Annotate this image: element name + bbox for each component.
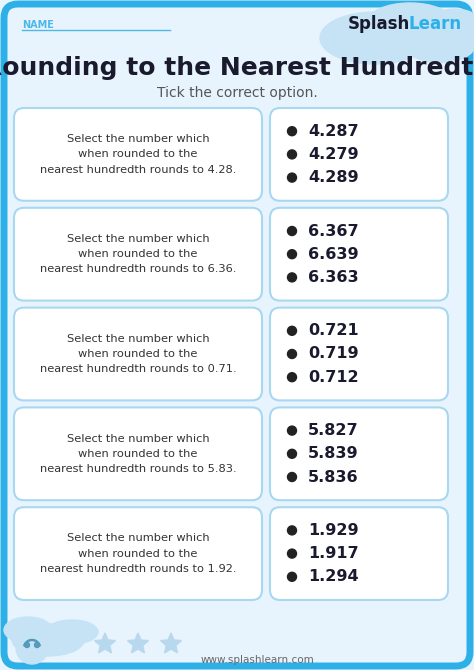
Text: 0.721: 0.721 <box>308 324 359 338</box>
Circle shape <box>288 373 297 382</box>
Ellipse shape <box>320 12 430 64</box>
Ellipse shape <box>46 620 98 644</box>
Text: 6.367: 6.367 <box>308 224 359 239</box>
Text: 0.719: 0.719 <box>308 346 359 362</box>
Circle shape <box>288 549 297 558</box>
Text: Select the number which
when rounded to the
nearest hundredth rounds to 0.71.: Select the number which when rounded to … <box>40 334 237 375</box>
Text: Learn: Learn <box>409 15 462 33</box>
FancyBboxPatch shape <box>14 208 262 301</box>
Ellipse shape <box>12 624 84 656</box>
Text: 6.363: 6.363 <box>308 270 359 285</box>
Circle shape <box>288 326 297 335</box>
Circle shape <box>288 350 297 358</box>
Polygon shape <box>161 633 182 653</box>
Text: Select the number which
when rounded to the
nearest hundredth rounds to 5.83.: Select the number which when rounded to … <box>40 433 237 474</box>
Text: 5.827: 5.827 <box>308 423 359 438</box>
Text: Rounding to the Nearest Hundredth: Rounding to the Nearest Hundredth <box>0 56 474 80</box>
Circle shape <box>288 472 297 482</box>
FancyBboxPatch shape <box>270 308 448 401</box>
Text: 6.639: 6.639 <box>308 247 359 262</box>
Circle shape <box>288 173 297 182</box>
FancyBboxPatch shape <box>270 208 448 301</box>
Circle shape <box>35 643 39 647</box>
FancyBboxPatch shape <box>270 507 448 600</box>
Circle shape <box>288 426 297 435</box>
Text: 0.712: 0.712 <box>308 370 359 385</box>
Text: 4.287: 4.287 <box>308 124 359 139</box>
Polygon shape <box>94 633 116 653</box>
Circle shape <box>288 526 297 535</box>
FancyBboxPatch shape <box>14 108 262 201</box>
Text: www.splashlearn.com: www.splashlearn.com <box>200 655 314 665</box>
Text: Select the number which
when rounded to the
nearest hundredth rounds to 4.28.: Select the number which when rounded to … <box>40 134 236 175</box>
Text: 4.279: 4.279 <box>308 147 359 162</box>
Text: NAME: NAME <box>22 20 54 30</box>
Text: 4.289: 4.289 <box>308 170 359 185</box>
FancyBboxPatch shape <box>14 407 262 500</box>
Polygon shape <box>128 633 148 653</box>
Circle shape <box>288 127 297 136</box>
Ellipse shape <box>425 9 474 51</box>
Circle shape <box>288 250 297 259</box>
Circle shape <box>288 572 297 582</box>
Text: 1.917: 1.917 <box>308 546 359 561</box>
Text: Select the number which
when rounded to the
nearest hundredth rounds to 1.92.: Select the number which when rounded to … <box>40 533 236 574</box>
Circle shape <box>288 450 297 458</box>
Text: 5.836: 5.836 <box>308 470 359 484</box>
FancyBboxPatch shape <box>270 108 448 201</box>
Text: 1.929: 1.929 <box>308 523 359 538</box>
Ellipse shape <box>4 617 52 643</box>
Text: Tick the correct option.: Tick the correct option. <box>156 86 318 100</box>
Circle shape <box>288 226 297 235</box>
Text: 5.839: 5.839 <box>308 446 359 462</box>
Circle shape <box>288 150 297 159</box>
Text: Splash: Splash <box>348 15 410 33</box>
Circle shape <box>25 643 29 647</box>
Circle shape <box>16 632 48 664</box>
FancyBboxPatch shape <box>14 308 262 401</box>
FancyBboxPatch shape <box>14 507 262 600</box>
FancyBboxPatch shape <box>270 407 448 500</box>
Circle shape <box>288 273 297 282</box>
Text: Select the number which
when rounded to the
nearest hundredth rounds to 6.36.: Select the number which when rounded to … <box>40 234 236 275</box>
Ellipse shape <box>405 27 474 62</box>
FancyBboxPatch shape <box>4 4 470 666</box>
Text: 1.294: 1.294 <box>308 570 359 584</box>
Ellipse shape <box>367 3 453 41</box>
